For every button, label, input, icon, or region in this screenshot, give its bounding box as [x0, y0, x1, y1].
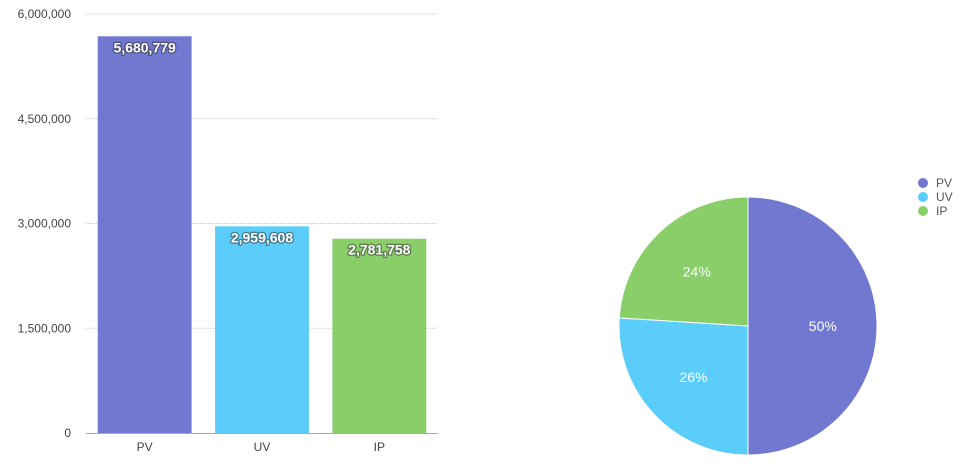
pie-slice-label: 24%	[683, 263, 711, 279]
x-tick-label: PV	[137, 440, 153, 454]
pie-legend: PV UV IP	[918, 176, 953, 218]
pie-slice-label: 50%	[809, 318, 837, 334]
bar-value-label-halo: 5,680,779	[114, 39, 176, 55]
legend-label-ip: IP	[936, 204, 948, 218]
y-tick-label: 4,500,000	[18, 112, 72, 126]
pie-slice-label: 26%	[679, 369, 707, 385]
bar-value-label: 5,680,779	[114, 39, 176, 55]
x-tick-label: IP	[374, 440, 385, 454]
bar-value-label-halo: 2,781,758	[348, 242, 410, 258]
y-tick-label: 1,500,000	[18, 321, 72, 335]
x-tick-label: UV	[254, 440, 271, 454]
pie-slice-uv[interactable]	[618, 317, 749, 456]
legend-label-uv: UV	[936, 190, 953, 204]
legend-dot-pv	[918, 178, 928, 188]
legend-item-ip[interactable]: IP	[918, 204, 953, 218]
bar-ip[interactable]	[332, 238, 427, 433]
legend-dot-uv	[918, 192, 928, 202]
bar-pv[interactable]	[97, 36, 192, 433]
bar-uv[interactable]	[215, 226, 309, 433]
pie-slice-ip[interactable]	[618, 196, 749, 327]
bar-value-label: 2,959,608	[231, 229, 293, 245]
y-tick-label: 0	[64, 426, 71, 440]
pie-chart: 50% 26% 24%	[618, 196, 878, 456]
legend-label-pv: PV	[936, 176, 953, 190]
pie-slice-pv[interactable]	[747, 196, 878, 456]
legend-item-uv[interactable]: UV	[918, 190, 953, 204]
bar-chart: 0 1,500,000 3,000,000 4,500,000 6,000,000 5,6…	[18, 7, 438, 454]
bar-value-label-halo: 2,959,608	[231, 229, 293, 245]
bar-value-label: 2,781,758	[348, 242, 410, 258]
legend-item-pv[interactable]: PV	[918, 176, 953, 190]
legend-dot-ip	[918, 206, 928, 216]
y-tick-label: 6,000,000	[18, 7, 72, 21]
y-tick-label: 3,000,000	[18, 217, 72, 231]
